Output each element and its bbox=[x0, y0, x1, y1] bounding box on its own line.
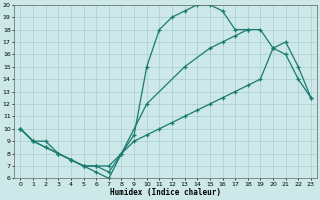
X-axis label: Humidex (Indice chaleur): Humidex (Indice chaleur) bbox=[110, 188, 221, 197]
